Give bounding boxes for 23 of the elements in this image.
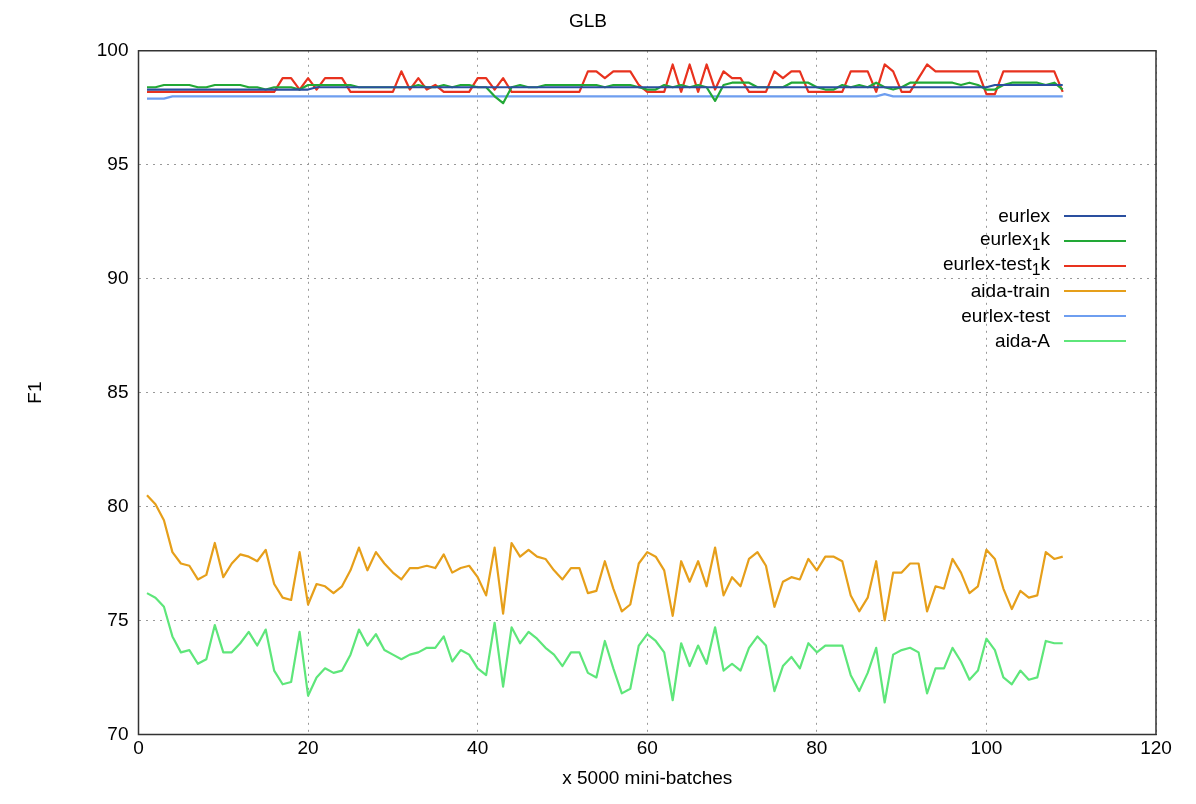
x-tick-label: 60 bbox=[636, 737, 658, 759]
y-axis-title: F1 bbox=[23, 381, 45, 404]
x-tick-label: 80 bbox=[806, 737, 828, 759]
legend-label: aida-A bbox=[995, 330, 1050, 353]
legend-label: aida-train bbox=[970, 280, 1050, 303]
y-tick-label: 100 bbox=[96, 39, 129, 61]
chart-title: GLB bbox=[568, 9, 608, 31]
legend-label: eurlex-test bbox=[961, 305, 1050, 328]
x-axis-title: x 5000 mini-batches bbox=[562, 766, 733, 788]
legend-label: eurlex$_{1}$k bbox=[979, 228, 1050, 255]
x-tick-label: 40 bbox=[467, 737, 489, 759]
x-tick-label: 100 bbox=[970, 737, 1003, 759]
y-tick-label: 95 bbox=[107, 152, 129, 174]
x-tick-label: 20 bbox=[297, 737, 319, 759]
x-tick-label: 120 bbox=[1140, 737, 1172, 759]
y-tick-label: 75 bbox=[107, 608, 129, 630]
legend-label: eurlex bbox=[998, 205, 1050, 228]
x-tick-label: 0 bbox=[133, 737, 144, 759]
y-tick-label: 80 bbox=[107, 494, 129, 516]
y-tick-label: 70 bbox=[107, 722, 129, 744]
legend-label: eurlex-test$_{1}$k bbox=[942, 253, 1050, 280]
y-tick-label: 85 bbox=[107, 380, 129, 402]
y-tick-label: 90 bbox=[107, 266, 129, 288]
